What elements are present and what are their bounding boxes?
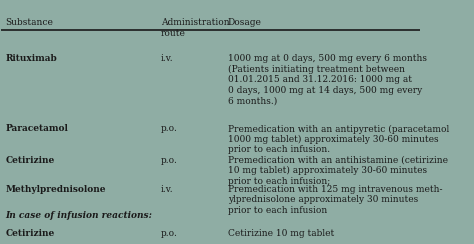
Text: Paracetamol: Paracetamol <box>6 124 68 133</box>
Text: Premedication with an antihistamine (cetirizine
10 mg tablet) approximately 30-6: Premedication with an antihistamine (cet… <box>228 156 447 186</box>
Text: p.o.: p.o. <box>161 124 177 133</box>
Text: Premedication with 125 mg intravenous meth-
ylprednisolone approximately 30 minu: Premedication with 125 mg intravenous me… <box>228 185 442 214</box>
Text: Cetirizine: Cetirizine <box>6 156 55 165</box>
Text: Substance: Substance <box>6 18 54 27</box>
Text: Administration
route: Administration route <box>161 18 229 38</box>
Text: Rituximab: Rituximab <box>6 54 57 63</box>
Text: In case of infusion reactions:: In case of infusion reactions: <box>6 211 153 220</box>
Text: Methylprednisolone: Methylprednisolone <box>6 185 106 194</box>
Text: i.v.: i.v. <box>161 54 173 63</box>
Text: i.v.: i.v. <box>161 185 173 194</box>
Text: p.o.: p.o. <box>161 156 177 165</box>
Text: Premedication with an antipyretic (paracetamol
1000 mg tablet) approximately 30-: Premedication with an antipyretic (parac… <box>228 124 449 154</box>
Text: Cetirizine 10 mg tablet: Cetirizine 10 mg tablet <box>228 229 334 238</box>
Text: p.o.: p.o. <box>161 229 177 238</box>
Text: 1000 mg at 0 days, 500 mg every 6 months
(Patients initiating treatment between
: 1000 mg at 0 days, 500 mg every 6 months… <box>228 54 427 105</box>
Text: Dosage: Dosage <box>228 18 262 27</box>
Text: Cetirizine: Cetirizine <box>6 229 55 238</box>
